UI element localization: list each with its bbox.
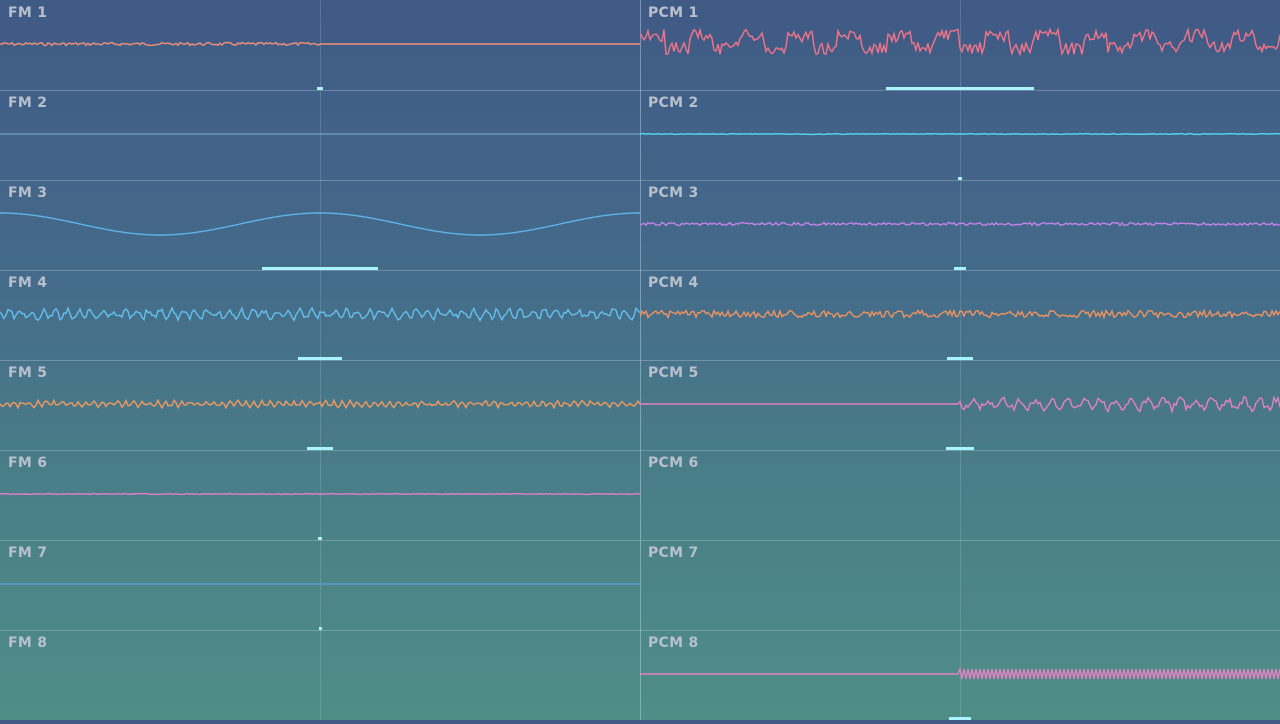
channel-panel-fm2[interactable]: FM 2 [0,90,640,180]
channel-panel-fm7[interactable]: FM 7 [0,540,640,630]
channel-label: PCM 5 [648,365,699,381]
channel-panel-fm5[interactable]: FM 5 [0,360,641,450]
volume-marker [947,357,973,360]
channel-panel-fm1[interactable]: FM 1 [0,0,640,90]
waveform [640,540,1280,630]
waveform [639,308,1280,320]
waveform-trace [640,666,1280,680]
row-divider [0,270,1280,271]
channel-label: FM 5 [8,365,48,381]
channel-panel-pcm1[interactable]: PCM 1 [639,0,1280,90]
waveform-trace [639,132,1280,136]
waveform [640,450,1280,540]
waveform-trace [0,492,641,496]
channel-panel-pcm2[interactable]: PCM 2 [639,90,1280,180]
row-divider [0,630,1280,631]
waveform [0,583,640,585]
channel-panel-fm4[interactable]: FM 4 [0,270,641,360]
waveform [0,492,641,496]
waveform [640,395,1280,415]
volume-marker [297,357,343,360]
waveform [0,212,640,236]
volume-marker [945,447,975,450]
waveform [0,630,640,720]
channel-label: PCM 6 [648,455,699,471]
row-divider [0,90,1280,91]
channel-panel-pcm5[interactable]: PCM 5 [640,360,1280,450]
channel-label: PCM 4 [648,275,699,291]
channel-panel-pcm4[interactable]: PCM 4 [639,270,1280,360]
pcm-playhead-line [960,0,961,720]
waveform-trace [0,212,640,236]
channel-label: PCM 7 [648,545,699,561]
volume-marker [316,87,324,90]
volume-marker [958,177,962,180]
channel-label: FM 2 [8,95,48,111]
channel-label: FM 4 [8,275,48,291]
waveform-trace [0,41,640,47]
waveform [639,132,1280,136]
waveform [639,26,1280,57]
channel-label: FM 3 [8,185,48,201]
waveform [0,41,640,47]
waveform [0,306,641,323]
channel-panel-fm3[interactable]: FM 3 [0,180,640,270]
channel-panel-pcm8[interactable]: PCM 8 [640,630,1280,720]
row-divider [0,540,1280,541]
row-divider [0,450,1280,451]
channel-panel-pcm3[interactable]: PCM 3 [639,180,1280,270]
volume-marker [318,537,322,540]
waveform-trace [639,221,1280,227]
row-divider [0,360,1280,361]
waveform-trace [0,398,641,410]
waveform [639,221,1280,227]
channel-label: FM 1 [8,5,48,21]
channel-label: PCM 2 [648,95,699,111]
waveform-trace [639,308,1280,320]
channel-label: FM 6 [8,455,48,471]
waveform [0,398,641,410]
channel-label: FM 8 [8,635,48,651]
waveform-trace [640,395,1280,415]
volume-marker [886,87,1034,90]
waveform [0,133,640,135]
volume-marker [948,717,972,720]
fm-playhead-line [320,0,321,720]
volume-marker [953,267,967,270]
volume-marker [307,447,333,450]
channel-label: PCM 8 [648,635,699,651]
waveform-trace [639,26,1280,57]
channel-label: PCM 1 [648,5,699,21]
channel-label: PCM 3 [648,185,699,201]
waveform [640,666,1280,680]
volume-marker [262,267,378,270]
channel-panel-fm8[interactable]: FM 8 [0,630,640,720]
channel-panel-pcm6[interactable]: PCM 6 [640,450,1280,540]
waveform-trace [0,306,641,323]
channel-label: FM 7 [8,545,48,561]
volume-marker [318,627,322,630]
channel-panel-fm6[interactable]: FM 6 [0,450,641,540]
channel-panel-pcm7[interactable]: PCM 7 [640,540,1280,630]
column-divider [640,0,641,720]
row-divider [0,180,1280,181]
